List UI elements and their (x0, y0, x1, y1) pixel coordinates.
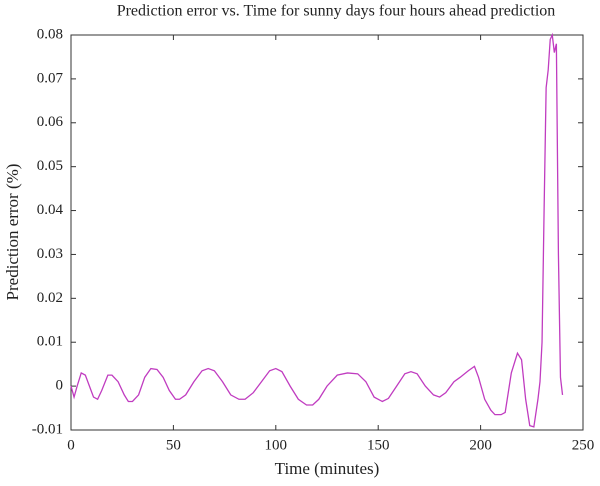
x-tick-label: 50 (166, 437, 181, 453)
y-tick-label: 0.03 (37, 246, 63, 262)
y-tick-label: 0.05 (37, 158, 63, 174)
plot-frame (70, 34, 584, 431)
y-tick-label: 0.07 (37, 70, 64, 86)
y-tick-label: 0.06 (37, 114, 64, 130)
line (70, 32, 564, 428)
y-tick-label: -0.01 (32, 421, 63, 437)
x-tick-label: 200 (469, 437, 492, 453)
x-tick-label: 250 (572, 437, 595, 453)
y-tick-label: 0 (56, 378, 64, 394)
x-tick-label: 0 (67, 437, 75, 453)
chart-title: Prediction error vs. Time for sunny days… (117, 3, 556, 20)
y-tick-label: 0.08 (37, 26, 63, 42)
x-axis-label: Time (minutes) (275, 459, 380, 478)
y-tick-label: 0.02 (37, 290, 63, 306)
y-tick-label: 0.01 (37, 334, 63, 350)
x-tick-label: 100 (265, 437, 288, 453)
x-tick-label: 150 (367, 437, 390, 453)
y-tick-label: 0.04 (37, 202, 64, 218)
y-axis-label: Prediction error (%) (3, 164, 22, 301)
